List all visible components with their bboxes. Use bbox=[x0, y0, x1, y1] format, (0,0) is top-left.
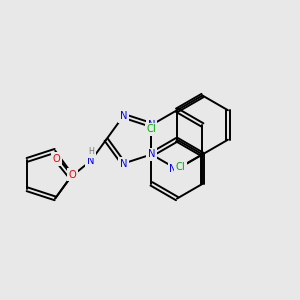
Text: N: N bbox=[148, 149, 155, 159]
Text: N: N bbox=[148, 120, 155, 130]
Text: H: H bbox=[88, 147, 94, 156]
Text: O: O bbox=[69, 169, 76, 180]
Text: N: N bbox=[87, 156, 95, 166]
Text: O: O bbox=[52, 154, 60, 164]
Text: Cl: Cl bbox=[147, 124, 156, 134]
Text: N: N bbox=[120, 111, 127, 121]
Text: N: N bbox=[120, 158, 127, 169]
Text: Cl: Cl bbox=[176, 162, 186, 172]
Text: NH: NH bbox=[169, 164, 184, 174]
